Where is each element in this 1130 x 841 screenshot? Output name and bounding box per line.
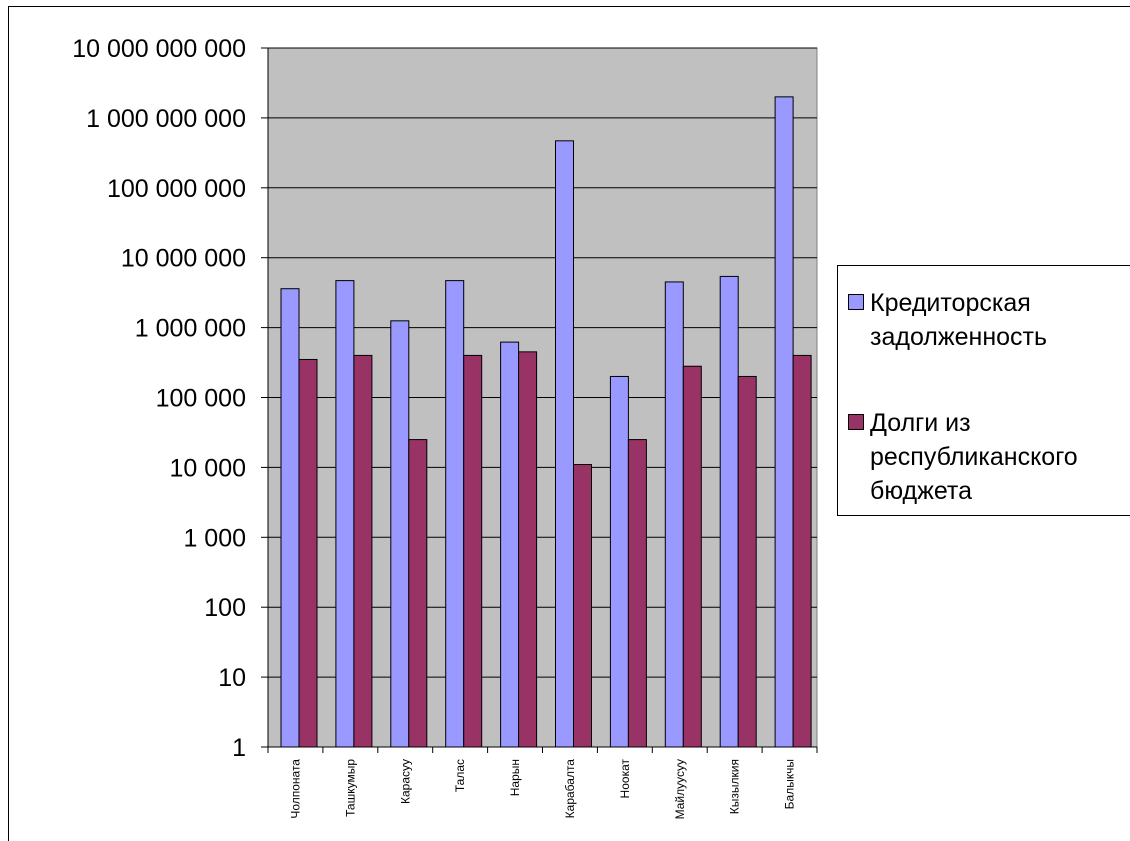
legend-swatch-republican-debt	[848, 414, 864, 430]
chart-svg: 1 10 100 1 000 10 000 100 000 1 000 000 10 000 …	[72, 35, 818, 819]
bar-republican-debt	[353, 354, 373, 748]
bar-republican-debt	[627, 439, 647, 748]
y-tick-label: 100 000 000	[107, 175, 246, 203]
bar-republican-debt	[408, 439, 428, 748]
bar-creditor	[445, 280, 465, 748]
bar-republican-debt	[682, 365, 702, 748]
chart-frame	[8, 6, 1130, 841]
bar-republican-debt	[792, 354, 812, 748]
y-tick-label: 10 000 000 000	[72, 35, 246, 63]
x-tick-label: Карасуу	[398, 759, 412, 804]
bar-creditor	[335, 280, 355, 748]
bar-creditor	[609, 375, 629, 748]
bar-creditor	[719, 275, 739, 748]
y-tick-label: 1 000	[183, 524, 246, 552]
x-tick-label: Карабалта	[563, 759, 577, 819]
x-tick-label: Кызылкия	[728, 759, 742, 814]
y-tick-label: 100	[204, 594, 246, 622]
x-tick-label: Ноокат	[618, 759, 632, 799]
bar-republican-debt	[463, 354, 483, 748]
legend-item-creditor: Кредиторская задолженность	[848, 286, 1047, 354]
x-tick-label: Чолпоната	[288, 759, 302, 819]
bar-republican-debt	[298, 358, 318, 748]
x-tick-label: Талас	[453, 759, 467, 792]
bar-creditor	[774, 96, 794, 748]
x-tick-label: Ташкумыр	[343, 759, 357, 817]
y-tick-label: 1	[232, 734, 246, 762]
bar-creditor	[280, 288, 300, 748]
bar-republican-debt	[518, 351, 538, 748]
bar-creditor	[664, 281, 684, 748]
y-tick-label: 100 000	[156, 385, 246, 413]
x-tick-label: Майлуусуу	[673, 759, 687, 819]
legend: Кредиторская задолженность Долги из респ…	[837, 265, 1130, 516]
x-tick-label: Балыкчы	[783, 759, 797, 809]
y-tick-label: 1 000 000 000	[86, 105, 246, 133]
legend-label-creditor: Кредиторская задолженность	[870, 289, 1048, 351]
y-tick-label: 10 000 000	[121, 245, 246, 273]
y-tick-label: 10	[218, 664, 246, 692]
bar-creditor	[555, 140, 574, 748]
legend-item-republican-debt: Долги из республиканского бюджета	[848, 406, 1078, 508]
y-tick-label: 1 000 000	[135, 315, 246, 343]
y-tick-label: 10 000	[170, 454, 246, 482]
legend-label-republican-debt: Долги из республиканского бюджета	[870, 409, 1078, 505]
legend-swatch-creditor	[848, 294, 864, 310]
bar-republican-debt	[737, 375, 757, 748]
bar-creditor	[500, 341, 520, 748]
x-tick-label: Нарын	[508, 759, 522, 796]
bar-creditor	[390, 320, 410, 748]
bar-republican-debt	[573, 464, 592, 748]
